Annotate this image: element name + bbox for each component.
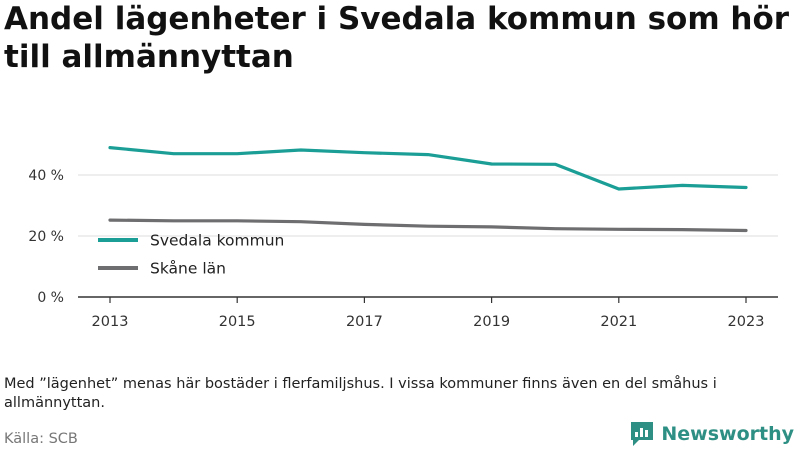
- x-tick-label: 2013: [92, 314, 129, 330]
- series-line-1: [108, 146, 748, 191]
- source-label: Källa: SCB: [4, 431, 78, 447]
- brand-name: Newsworthy: [661, 423, 794, 445]
- chart-title: Andel lägenheter i Svedala kommun som hö…: [4, 1, 790, 75]
- y-tick-label: 0 %: [37, 290, 64, 306]
- legend-label-2: Skåne län: [150, 260, 226, 278]
- gridlines: [78, 174, 778, 237]
- brand-logo[interactable]: Newsworthy: [629, 420, 794, 448]
- legend-label-1: Svedala kommun: [150, 232, 284, 250]
- y-tick-label: 20 %: [28, 229, 64, 245]
- x-tick-label: 2019: [473, 314, 510, 330]
- legend: Svedala kommun Skåne län: [98, 232, 284, 278]
- x-tick-label: 2017: [346, 314, 383, 330]
- newsworthy-logo-icon: [631, 422, 654, 446]
- y-tick-label: 40 %: [28, 168, 64, 184]
- line-chart: 0 % 20 % 40 % 2013 2015 2017 2019 2021 2023 Sved…: [28, 146, 778, 330]
- axes: 0 % 20 % 40 % 2013 2015 2017 2019 2021 2023: [28, 168, 778, 330]
- x-tick-label: 2023: [728, 314, 765, 330]
- series-line-2: [108, 218, 748, 233]
- series-lines: [108, 146, 748, 233]
- chart-footnote: Med ”lägenhet” menas här bostäder i fler…: [4, 376, 717, 411]
- x-tick-label: 2021: [600, 314, 637, 330]
- x-tick-label: 2015: [219, 314, 256, 330]
